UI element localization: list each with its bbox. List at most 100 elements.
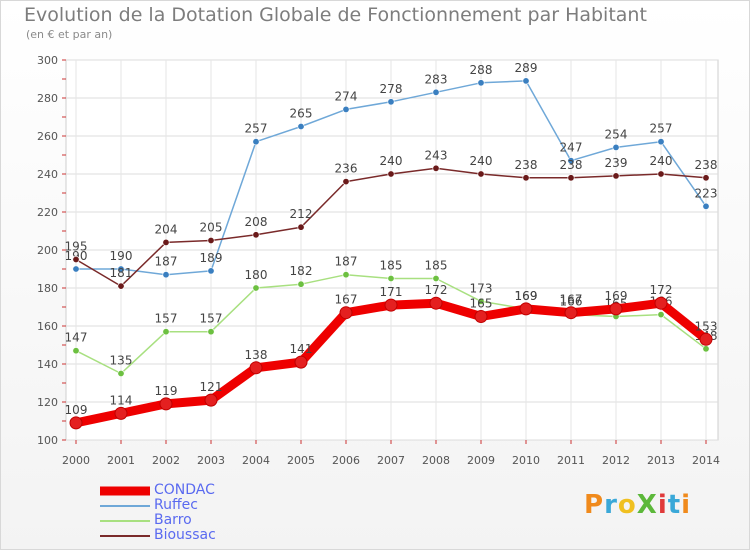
data-point-bioussac: [567, 174, 575, 182]
data-point-ruffec: [657, 138, 665, 146]
data-label-bioussac: 204: [155, 222, 178, 236]
data-point-ruffec: [387, 98, 395, 106]
data-label-ruffec: 274: [335, 89, 358, 103]
y-tick-label: 100: [37, 434, 58, 447]
data-label-ruffec: 247: [560, 141, 583, 155]
data-point-barro: [387, 274, 395, 282]
data-label-bioussac: 240: [380, 154, 403, 168]
legend-item-barro: Barro: [100, 512, 340, 528]
data-label-condac: 169: [605, 289, 628, 303]
data-point-bioussac: [207, 237, 215, 245]
data-point-barro: [162, 328, 170, 336]
data-point-bioussac: [252, 231, 260, 239]
x-tick-label: 2005: [287, 454, 315, 467]
data-label-condac: 119: [155, 384, 178, 398]
data-point-ruffec: [522, 77, 530, 85]
data-point-barro: [342, 271, 350, 279]
legend-item-ruffec: Ruffec: [100, 497, 340, 513]
data-point-condac: [114, 406, 128, 420]
data-label-barro: 180: [245, 268, 268, 282]
data-point-bioussac: [117, 282, 125, 290]
data-label-bioussac: 236: [335, 162, 358, 176]
y-tick-label: 120: [37, 396, 58, 409]
data-label-ruffec: 289: [515, 61, 538, 75]
legend-swatch: [100, 486, 150, 495]
data-point-condac: [294, 355, 308, 369]
data-point-barro: [252, 284, 260, 292]
data-point-bioussac: [387, 170, 395, 178]
data-point-bioussac: [297, 223, 305, 231]
y-tick-label: 300: [37, 54, 58, 67]
data-label-bioussac: 205: [200, 221, 223, 235]
data-label-ruffec: 190: [110, 249, 133, 263]
data-point-bioussac: [657, 170, 665, 178]
x-tick-label: 2000: [62, 454, 90, 467]
data-point-ruffec: [252, 138, 260, 146]
x-tick-label: 2006: [332, 454, 360, 467]
data-point-bioussac: [342, 178, 350, 186]
data-label-barro: 169: [515, 289, 538, 303]
data-label-ruffec: 265: [290, 107, 313, 121]
data-point-condac: [519, 302, 533, 316]
data-label-bioussac: 243: [425, 148, 448, 162]
data-point-bioussac: [702, 174, 710, 182]
data-label-bioussac: 195: [65, 240, 88, 254]
data-point-condac: [699, 332, 713, 346]
series-ruffec: 1901901871892572652742782832882892472542…: [65, 61, 717, 279]
chart-title: Evolution de la Dotation Globale de Fonc…: [24, 4, 647, 26]
data-point-ruffec: [117, 265, 125, 273]
data-point-bioussac: [612, 172, 620, 180]
data-point-condac: [654, 296, 668, 310]
x-tick-label: 2009: [467, 454, 495, 467]
data-label-barro: 173: [470, 281, 493, 295]
data-label-barro: 182: [290, 264, 313, 278]
data-label-bioussac: 240: [650, 154, 673, 168]
data-label-ruffec: 189: [200, 251, 223, 265]
legend-swatch: [100, 534, 150, 537]
y-tick-label: 180: [37, 282, 58, 295]
data-label-ruffec: 283: [425, 72, 448, 86]
data-label-barro: 135: [110, 354, 133, 368]
y-tick-label: 260: [37, 130, 58, 143]
data-label-bioussac: 240: [470, 154, 493, 168]
data-point-condac: [564, 306, 578, 320]
y-tick-label: 280: [37, 92, 58, 105]
data-point-condac: [384, 298, 398, 312]
data-point-barro: [117, 369, 125, 377]
y-tick-label: 160: [37, 320, 58, 333]
legend-label: CONDAC: [154, 482, 215, 498]
data-label-barro: 187: [335, 255, 358, 269]
legend-item-condac: CONDAC: [100, 482, 340, 498]
data-point-bioussac: [72, 255, 80, 263]
y-tick-label: 240: [37, 168, 58, 181]
legend-label: Ruffec: [154, 497, 198, 513]
data-point-ruffec: [567, 157, 575, 165]
data-point-barro: [72, 347, 80, 355]
data-label-bioussac: 238: [695, 158, 718, 172]
x-tick-label: 2007: [377, 454, 405, 467]
data-point-condac: [249, 361, 263, 375]
data-point-barro: [477, 297, 485, 305]
data-point-bioussac: [432, 164, 440, 172]
data-point-barro: [657, 311, 665, 319]
data-label-bioussac: 239: [605, 156, 628, 170]
x-tick-label: 2002: [152, 454, 180, 467]
data-point-condac: [204, 393, 218, 407]
data-point-ruffec: [702, 202, 710, 210]
data-label-barro: 185: [425, 259, 448, 273]
data-point-condac: [609, 302, 623, 316]
data-label-barro: 147: [65, 331, 88, 345]
series-condac: 109 114 119 121 138 141 167 171 172 165 169 167 169 1…: [65, 283, 718, 430]
data-point-bioussac: [162, 238, 170, 246]
data-point-condac: [429, 296, 443, 310]
data-label-condac: 171: [380, 285, 403, 299]
data-point-condac: [69, 416, 83, 430]
data-label-condac: 153: [695, 319, 718, 333]
x-tick-label: 2008: [422, 454, 450, 467]
y-tick-label: 140: [37, 358, 58, 371]
line-chart: 100 120 140 160 180 200 220 240 260 280 300 2000 200…: [37, 54, 720, 467]
data-point-barro: [297, 280, 305, 288]
data-point-ruffec: [342, 105, 350, 113]
y-tick-label: 200: [37, 244, 58, 257]
data-label-bioussac: 181: [110, 266, 133, 280]
